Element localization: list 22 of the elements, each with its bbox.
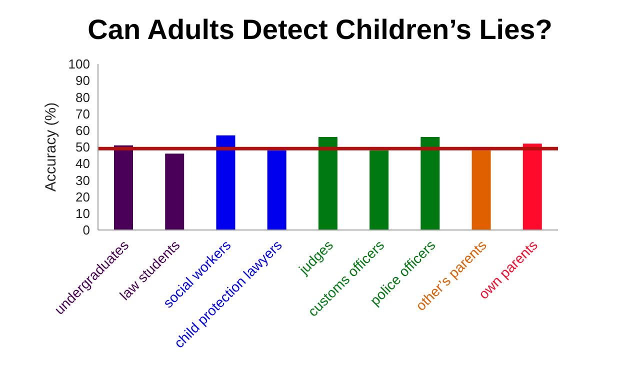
y-tick-label: 10 [76,206,90,222]
bar [114,145,133,230]
y-tick-label: 0 [82,222,90,238]
y-tick-label: 50 [76,140,90,155]
y-tick-label: 30 [76,172,90,188]
y-tick-label: 20 [76,189,90,204]
y-axis-title: Accuracy (%) [42,102,60,192]
y-tick-label: 100 [68,56,90,72]
bar [420,137,440,230]
bar [318,137,338,230]
y-tick-label: 90 [76,73,90,88]
bar [165,154,184,230]
y-tick-label: 70 [76,106,90,122]
bar [472,150,491,230]
y-tick-label: 80 [76,90,90,105]
y-tick-label: 40 [76,156,90,172]
bar [267,150,286,230]
bar [216,135,236,230]
y-tick-label: 60 [76,123,90,138]
bar [522,144,542,230]
bar [370,150,389,230]
chart-title: Can Adults Detect Children’s Lies? [86,13,554,47]
